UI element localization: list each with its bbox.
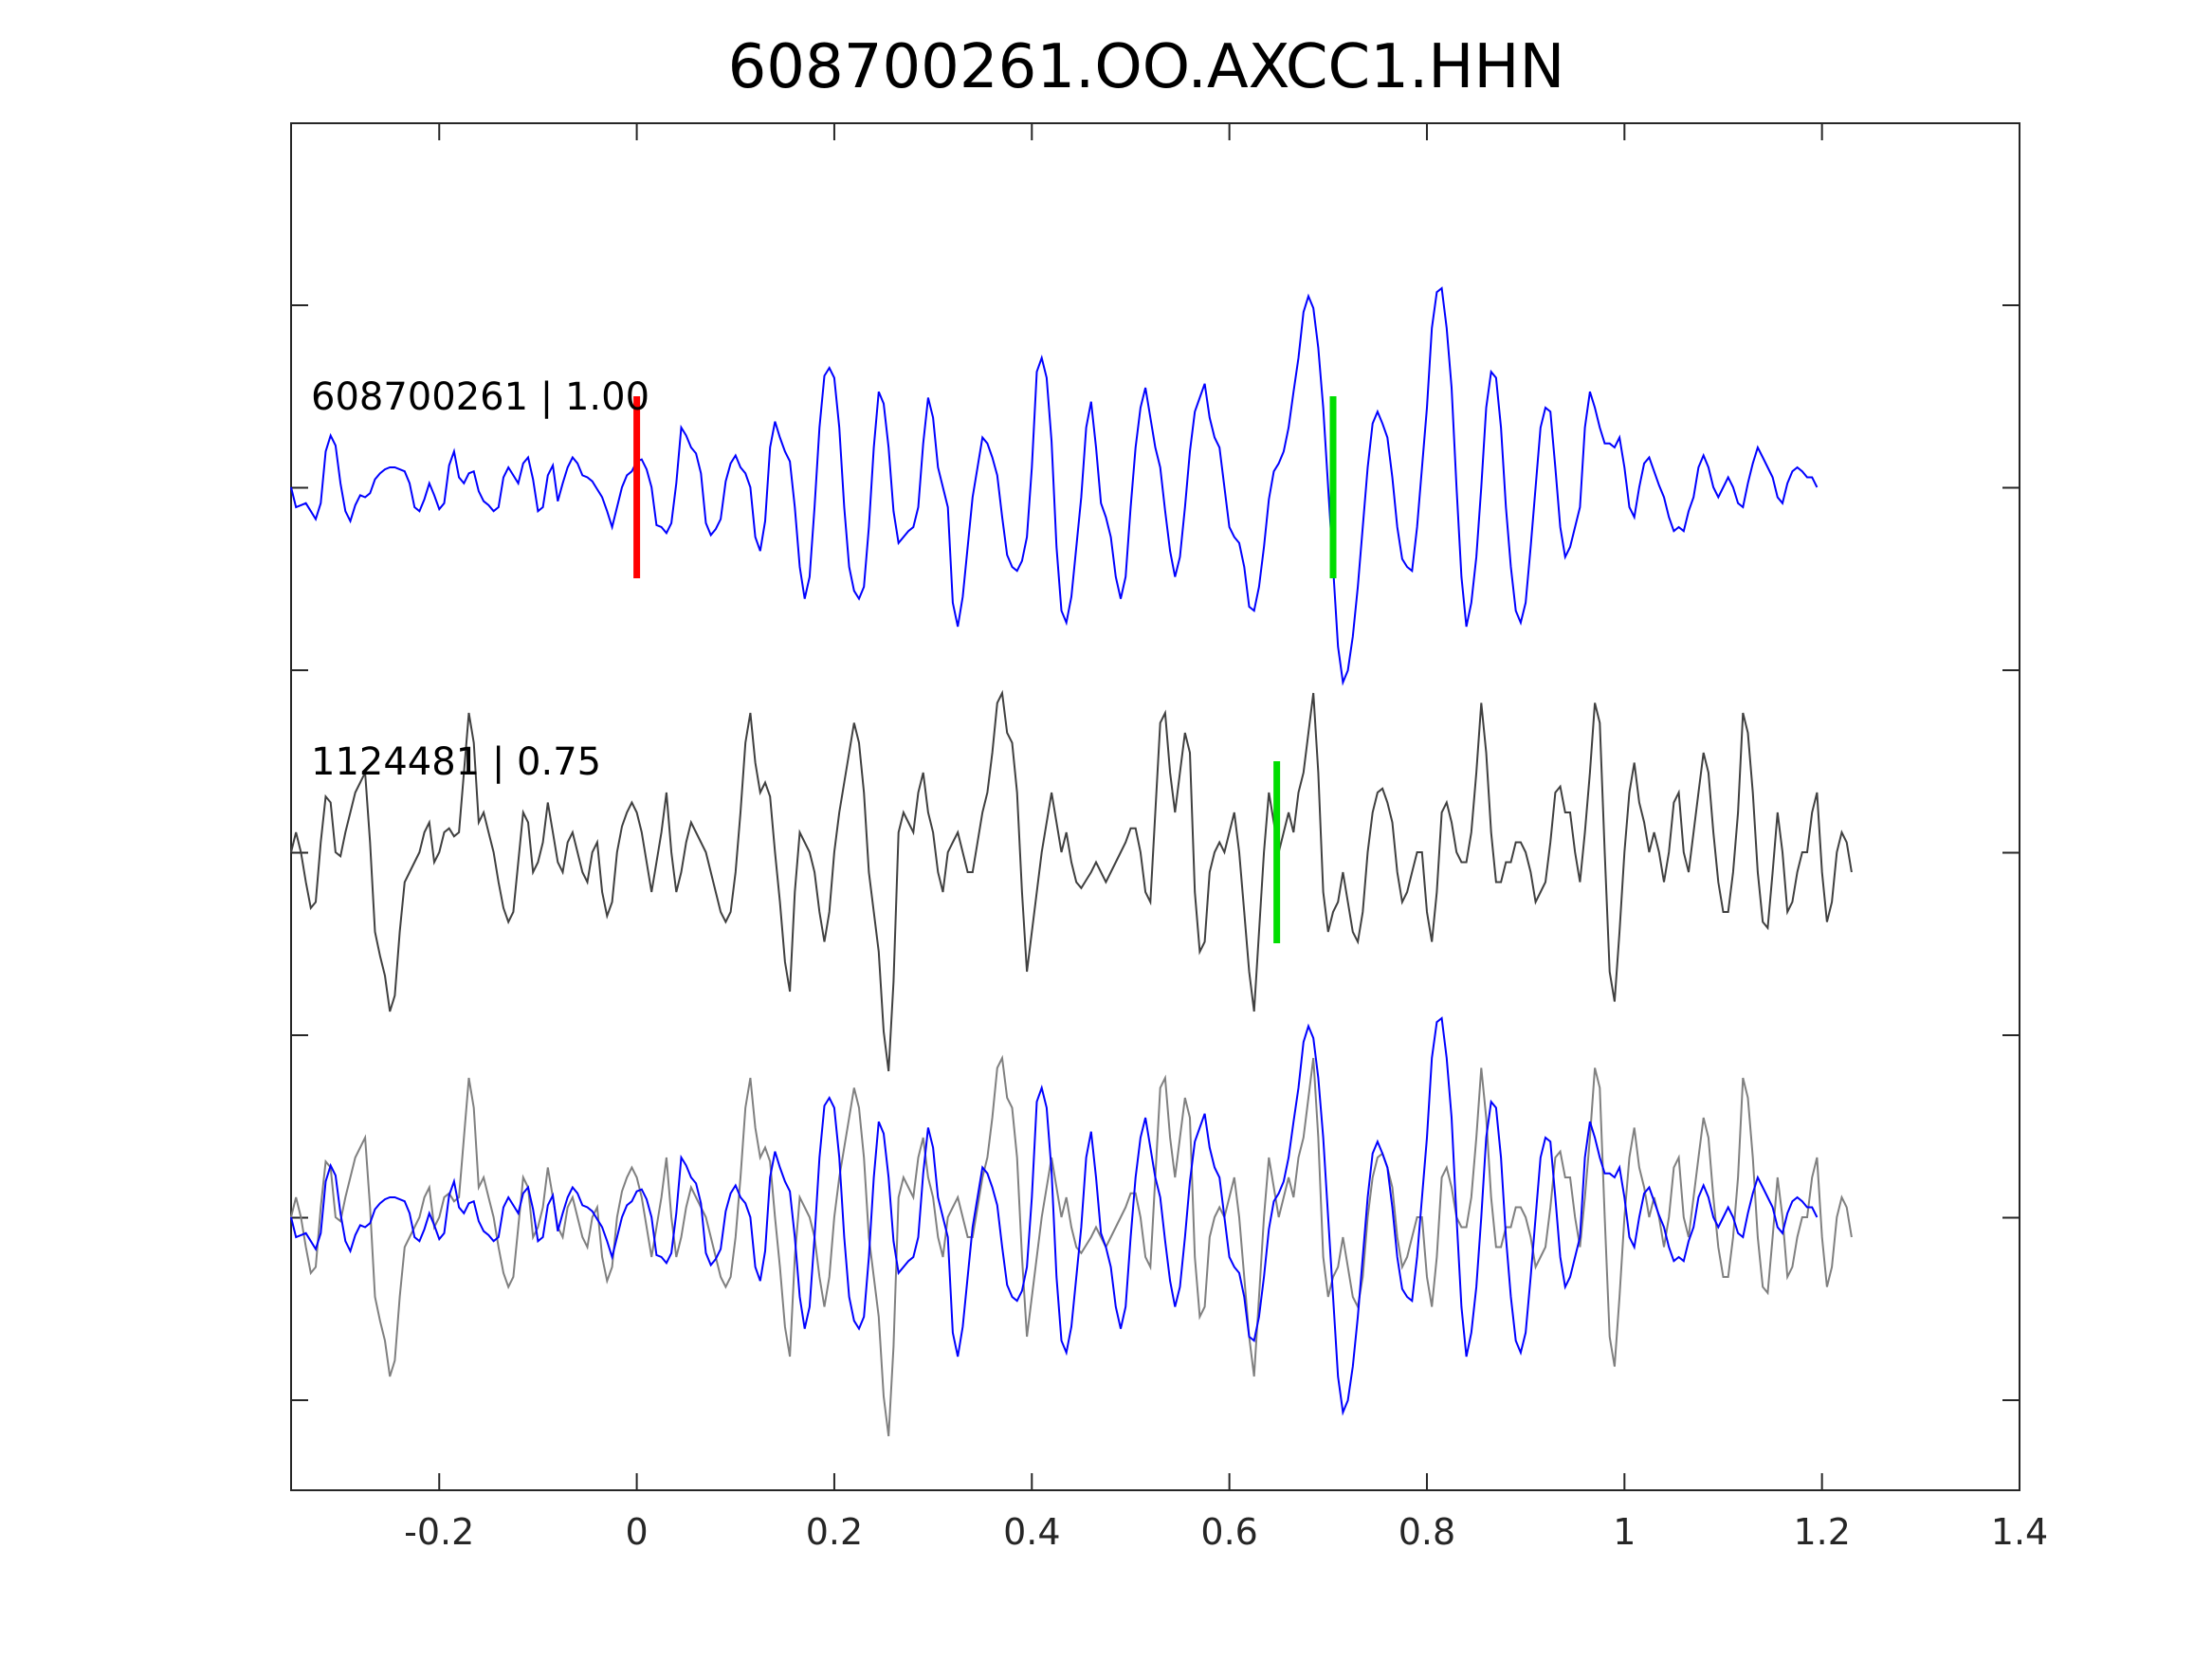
axes-box bbox=[290, 122, 2020, 1491]
chart-title: 608700261.OO.AXCC1.HHN bbox=[728, 32, 1565, 102]
x-tick-label: 0.2 bbox=[806, 1511, 863, 1553]
overlay-reference-trace bbox=[290, 1016, 1819, 1416]
x-tick-label: 1.4 bbox=[1991, 1511, 2048, 1553]
picks bbox=[633, 396, 1337, 943]
reference-trace bbox=[290, 286, 1819, 686]
trace-labels: 608700261 | 1.00 1124481 | 0.75 bbox=[311, 375, 649, 784]
x-tick-label: 0.4 bbox=[1003, 1511, 1060, 1553]
axes: -0.2 0 0.2 0.4 0.6 0.8 1 1.2 1.4 bbox=[290, 122, 2048, 1553]
x-tick-label: 0 bbox=[626, 1511, 649, 1553]
x-tick-label: 1 bbox=[1613, 1511, 1636, 1553]
x-tick-label: 0.6 bbox=[1200, 1511, 1257, 1553]
traces bbox=[290, 286, 1853, 1437]
x-tick-label: -0.2 bbox=[404, 1511, 474, 1553]
x-tick-label: 1.2 bbox=[1793, 1511, 1850, 1553]
overlay-template-trace bbox=[290, 1054, 1853, 1437]
trace-label: 608700261 | 1.00 bbox=[311, 375, 649, 419]
trace-label: 1124481 | 0.75 bbox=[311, 740, 601, 784]
x-tick-label: 0.8 bbox=[1398, 1511, 1455, 1553]
template-trace bbox=[290, 689, 1853, 1072]
